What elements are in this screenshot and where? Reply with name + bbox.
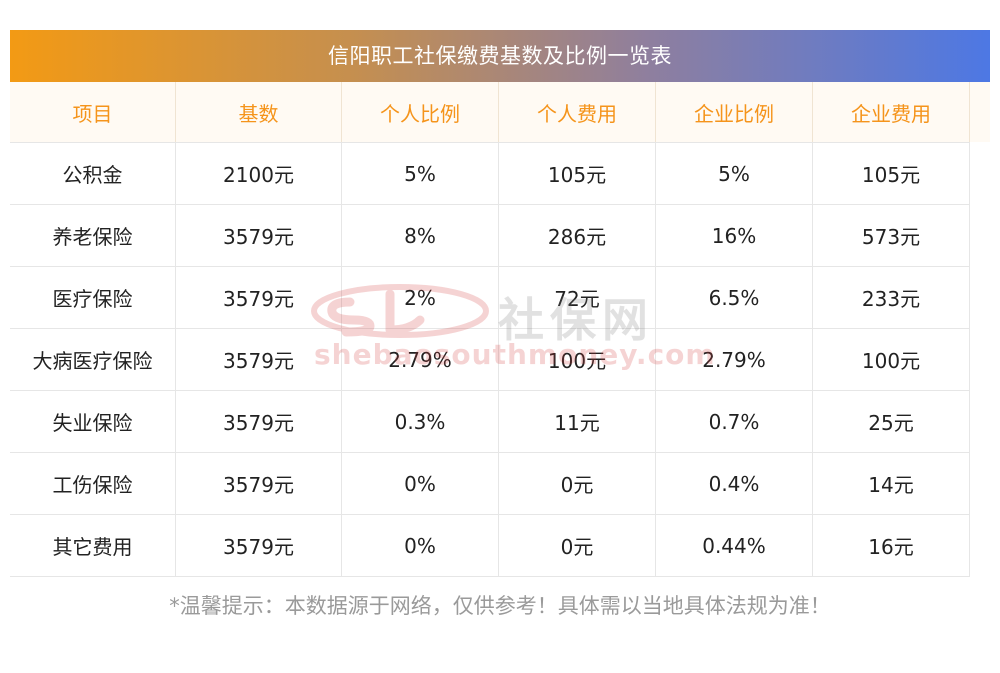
table-row: 其它费用 3579元 0% 0元 0.44% 16元 (10, 514, 970, 577)
table-title: 信阳职工社保缴费基数及比例一览表 (10, 30, 990, 82)
cell-item: 大病医疗保险 (10, 329, 176, 390)
cell-personal-rate: 5% (342, 143, 499, 204)
cell-company-rate: 0.44% (656, 515, 813, 576)
cell-company-cost: 25元 (813, 391, 970, 452)
cell-personal-rate: 0% (342, 453, 499, 514)
cell-company-cost: 16元 (813, 515, 970, 576)
cell-personal-rate: 2.79% (342, 329, 499, 390)
cell-personal-cost: 72元 (499, 267, 656, 328)
cell-personal-cost: 0元 (499, 453, 656, 514)
table-row: 养老保险 3579元 8% 286元 16% 573元 (10, 204, 970, 266)
cell-base: 3579元 (176, 267, 342, 328)
cell-company-rate: 16% (656, 205, 813, 266)
table-row: 失业保险 3579元 0.3% 11元 0.7% 25元 (10, 390, 970, 452)
cell-personal-rate: 2% (342, 267, 499, 328)
header-company-cost: 企业费用 (813, 82, 970, 142)
footer-note: *温馨提示：本数据源于网络，仅供参考！具体需以当地具体法规为准！ (169, 594, 831, 618)
header-personal-rate: 个人比例 (342, 82, 499, 142)
cell-company-rate: 2.79% (656, 329, 813, 390)
cell-company-cost: 233元 (813, 267, 970, 328)
cell-company-cost: 14元 (813, 453, 970, 514)
cell-company-rate: 5% (656, 143, 813, 204)
table-row: 公积金 2100元 5% 105元 5% 105元 (10, 142, 970, 204)
cell-item: 工伤保险 (10, 453, 176, 514)
cell-item: 其它费用 (10, 515, 176, 576)
cell-company-cost: 100元 (813, 329, 970, 390)
table-row: 大病医疗保险 3579元 2.79% 100元 2.79% 100元 (10, 328, 970, 390)
cell-company-cost: 105元 (813, 143, 970, 204)
cell-company-rate: 0.4% (656, 453, 813, 514)
cell-item: 公积金 (10, 143, 176, 204)
cell-base: 3579元 (176, 515, 342, 576)
cell-item: 失业保险 (10, 391, 176, 452)
cell-base: 3579元 (176, 205, 342, 266)
table-row: 医疗保险 3579元 2% 72元 6.5% 233元 (10, 266, 970, 328)
header-extension (970, 82, 990, 142)
cell-personal-cost: 286元 (499, 205, 656, 266)
cell-base: 3579元 (176, 329, 342, 390)
cell-company-cost: 573元 (813, 205, 970, 266)
header-item: 项目 (10, 82, 176, 142)
cell-personal-rate: 8% (342, 205, 499, 266)
table-row: 工伤保险 3579元 0% 0元 0.4% 14元 (10, 452, 970, 514)
cell-personal-cost: 0元 (499, 515, 656, 576)
cell-personal-rate: 0.3% (342, 391, 499, 452)
cell-personal-cost: 105元 (499, 143, 656, 204)
contribution-table: 项目 基数 个人比例 个人费用 企业比例 企业费用 公积金 2100元 5% 1… (10, 82, 970, 577)
cell-base: 2100元 (176, 143, 342, 204)
cell-personal-rate: 0% (342, 515, 499, 576)
cell-base: 3579元 (176, 453, 342, 514)
cell-base: 3579元 (176, 391, 342, 452)
cell-item: 医疗保险 (10, 267, 176, 328)
header-company-rate: 企业比例 (656, 82, 813, 142)
cell-personal-cost: 100元 (499, 329, 656, 390)
cell-company-rate: 6.5% (656, 267, 813, 328)
header-base: 基数 (176, 82, 342, 142)
cell-company-rate: 0.7% (656, 391, 813, 452)
cell-item: 养老保险 (10, 205, 176, 266)
header-personal-cost: 个人费用 (499, 82, 656, 142)
table-header-row: 项目 基数 个人比例 个人费用 企业比例 企业费用 (10, 82, 970, 142)
cell-personal-cost: 11元 (499, 391, 656, 452)
